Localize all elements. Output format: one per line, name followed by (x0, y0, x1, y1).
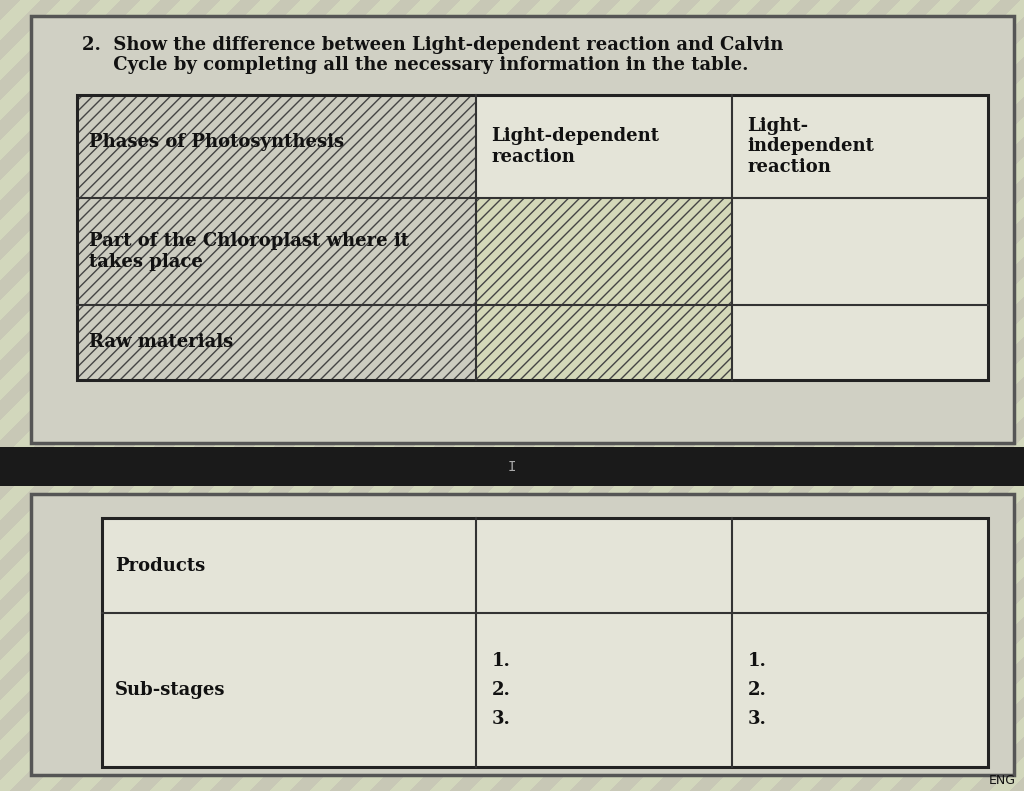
Bar (476, 613, 732, 767)
Text: Raw materials: Raw materials (89, 333, 233, 351)
Bar (732, 613, 988, 767)
Bar (77, 305, 476, 380)
Bar (77, 198, 476, 305)
Bar (102, 518, 476, 613)
Text: Light-
independent
reaction: Light- independent reaction (748, 116, 874, 176)
Text: Products: Products (115, 557, 205, 574)
Text: ENG: ENG (989, 774, 1016, 787)
Bar (102, 518, 988, 767)
Bar (102, 613, 476, 767)
Bar (732, 518, 988, 613)
Bar (476, 518, 732, 613)
Bar (77, 95, 476, 198)
Bar (0, 447, 1024, 486)
Bar (476, 305, 732, 380)
Bar (31, 16, 1014, 443)
Text: 1.
2.
3.: 1. 2. 3. (492, 652, 510, 729)
Text: 1.
2.
3.: 1. 2. 3. (748, 652, 766, 729)
Bar (476, 198, 732, 305)
Bar (31, 494, 1014, 775)
Bar (476, 95, 732, 198)
Bar (732, 198, 988, 305)
Text: Sub-stages: Sub-stages (115, 681, 225, 699)
Bar (732, 305, 988, 380)
Bar (77, 95, 988, 380)
Text: I: I (508, 460, 516, 474)
Text: 2.  Show the difference between Light-dependent reaction and Calvin
     Cycle b: 2. Show the difference between Light-dep… (82, 36, 783, 74)
Bar (732, 95, 988, 198)
Text: Part of the Chloroplast where it
takes place: Part of the Chloroplast where it takes p… (89, 232, 409, 271)
Text: Light-dependent
reaction: Light-dependent reaction (492, 127, 659, 166)
Text: Phases of Photosynthesis: Phases of Photosynthesis (89, 134, 344, 151)
